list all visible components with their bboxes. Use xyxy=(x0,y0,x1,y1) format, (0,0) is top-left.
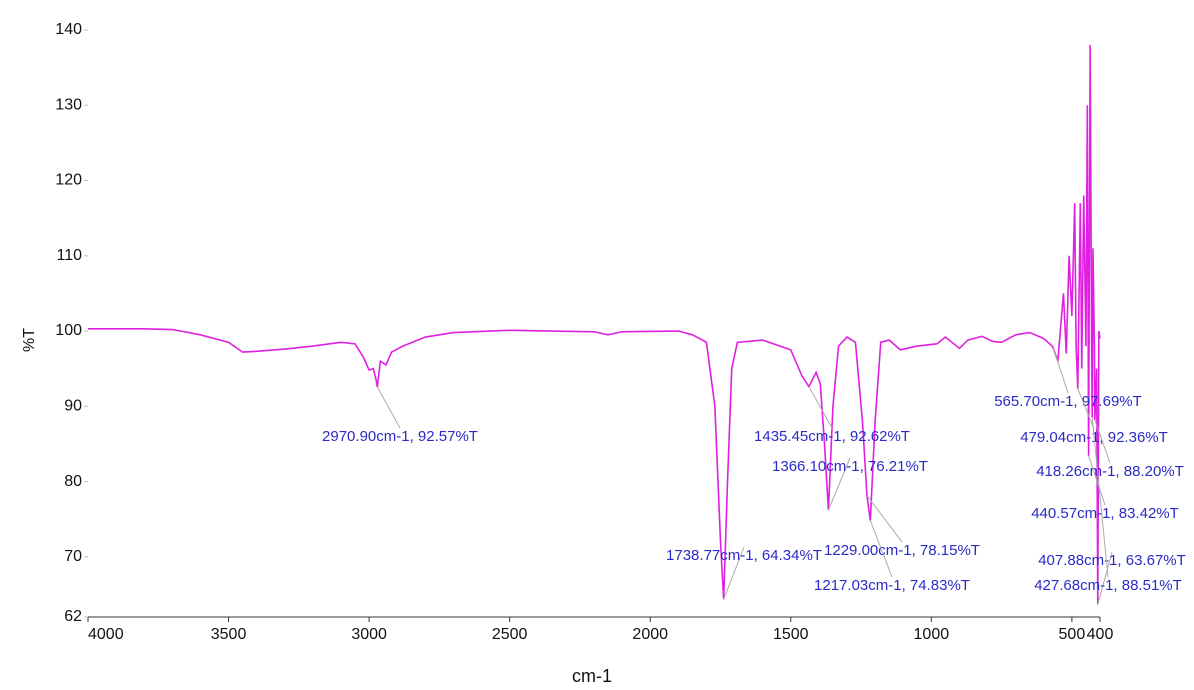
spectrum-line xyxy=(88,45,1101,605)
y-tick-label: 70 xyxy=(64,548,82,565)
annotation-leader xyxy=(723,546,745,600)
annotation-label: 565.70cm-1, 97.69%T xyxy=(994,393,1142,410)
x-tick-label: 3500 xyxy=(211,626,247,643)
y-tick-label: 120 xyxy=(55,172,82,189)
annotation-leader xyxy=(1091,417,1109,578)
x-tick-label: 4000 xyxy=(88,626,124,643)
y-tick-label: 130 xyxy=(55,96,82,113)
annotation-leader xyxy=(1052,348,1069,394)
x-tick-label: 2500 xyxy=(492,626,528,643)
annotation-label: 1366.10cm-1, 76.21%T xyxy=(772,458,928,475)
x-tick-label: 3000 xyxy=(351,626,387,643)
y-tick-label: 80 xyxy=(64,473,82,490)
y-tick-label: 62 xyxy=(64,608,82,625)
annotation-label: 1217.03cm-1, 74.83%T xyxy=(814,577,970,594)
y-tick-label: 140 xyxy=(55,21,82,38)
y-tick-label: 110 xyxy=(56,247,82,264)
annotation-label: 1738.77cm-1, 64.34%T xyxy=(666,547,822,564)
annotation-leader xyxy=(1094,419,1111,464)
annotation-leader xyxy=(866,495,903,543)
y-tick-label: 90 xyxy=(64,398,82,415)
x-tick-label: 1000 xyxy=(914,626,950,643)
annotation-leader xyxy=(1088,455,1106,506)
annotation-label: 1229.00cm-1, 78.15%T xyxy=(824,542,980,559)
annotation-label: 2970.90cm-1, 92.57%T xyxy=(322,428,478,445)
annotation-label: 440.57cm-1, 83.42%T xyxy=(1031,505,1179,522)
annotation-leader xyxy=(1097,551,1113,605)
x-tick-label: 400 xyxy=(1087,626,1114,643)
annotation-leader xyxy=(808,386,833,429)
annotation-label: 427.68cm-1, 88.51%T xyxy=(1034,577,1182,594)
annotation-label: 407.88cm-1, 63.67%T xyxy=(1038,552,1186,569)
y-tick-label: 100 xyxy=(55,322,82,339)
annotation-leader xyxy=(827,457,851,511)
annotation-label: 1435.45cm-1, 92.62%T xyxy=(754,428,910,445)
x-tick-label: 2000 xyxy=(632,626,668,643)
annotation-leader xyxy=(1077,388,1095,430)
x-tick-label: 500 xyxy=(1059,626,1086,643)
annotation-leader xyxy=(376,386,401,429)
annotation-leader xyxy=(869,520,893,578)
annotation-label: 418.26cm-1, 88.20%T xyxy=(1036,463,1184,480)
y-axis-label: %T xyxy=(21,328,38,352)
x-axis-label: cm-1 xyxy=(572,666,612,686)
x-tick-label: 1500 xyxy=(773,626,809,643)
